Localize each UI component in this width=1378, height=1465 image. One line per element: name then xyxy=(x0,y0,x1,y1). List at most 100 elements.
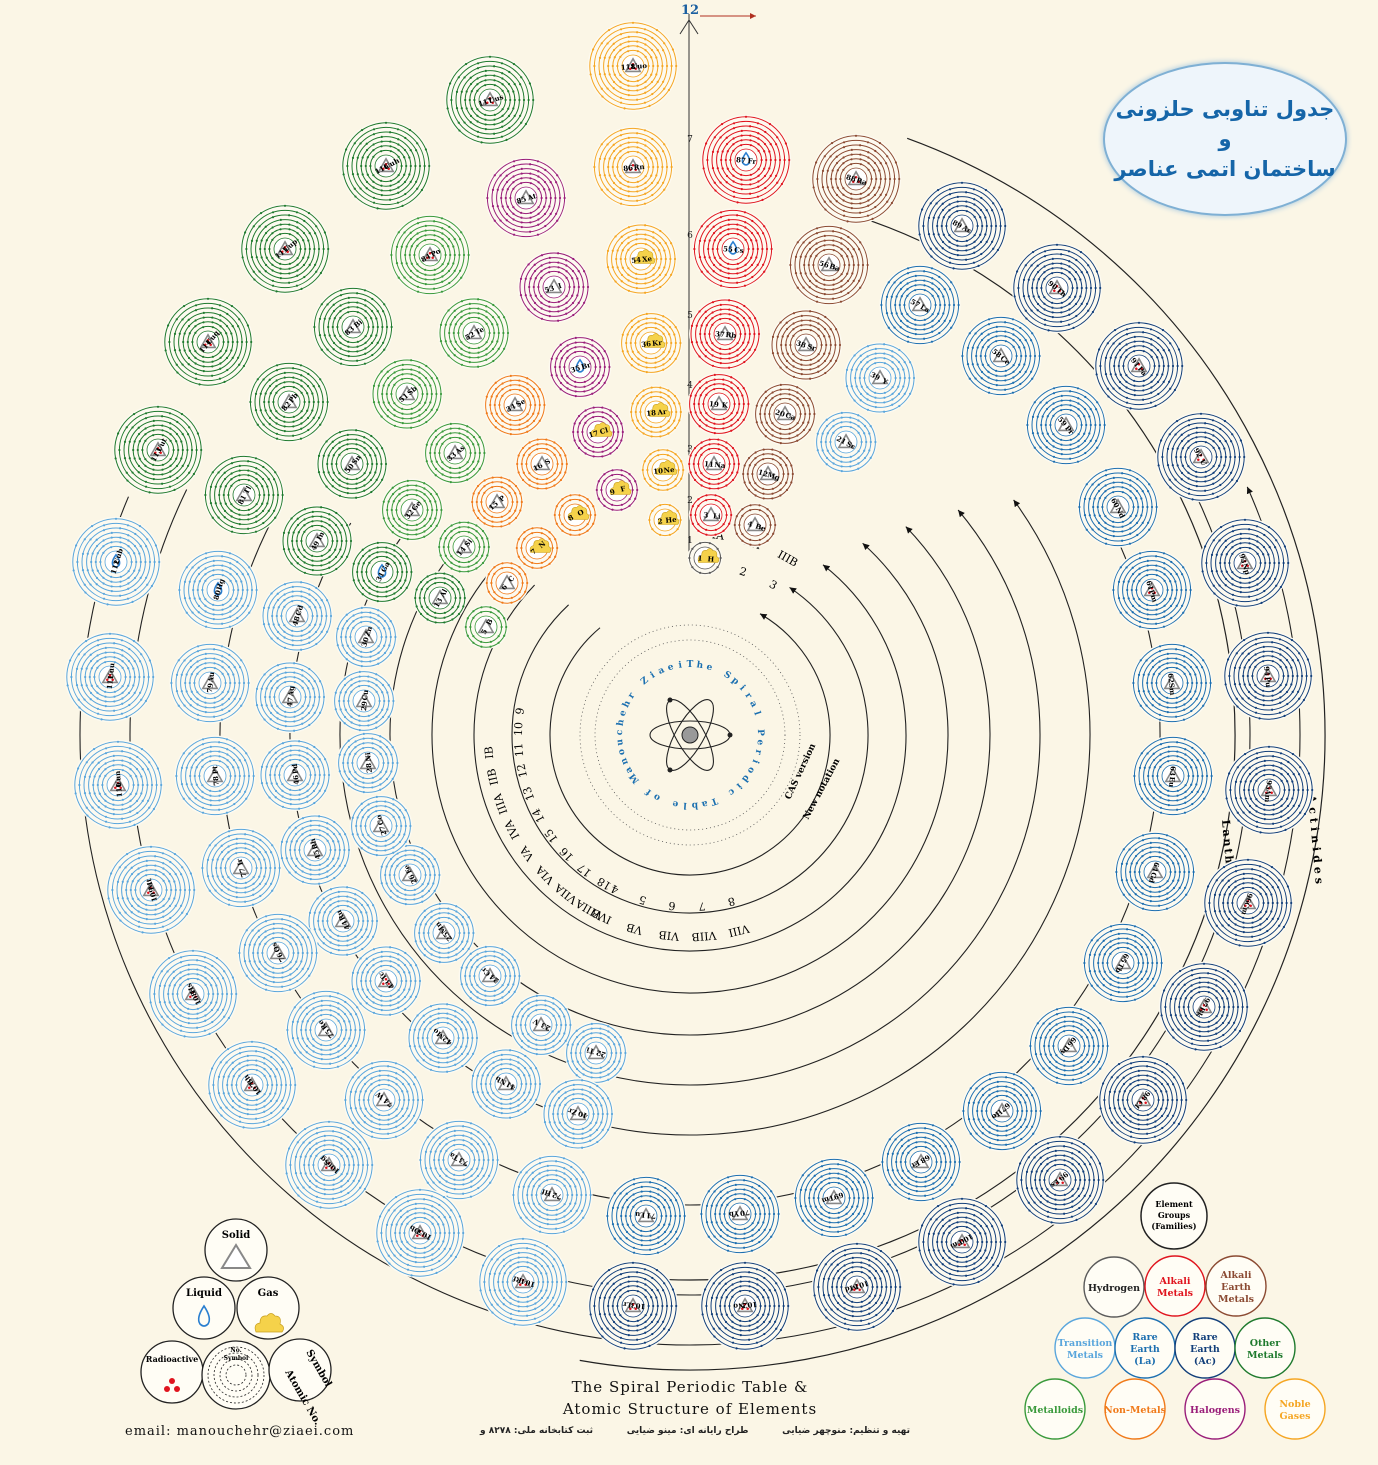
electron xyxy=(381,955,383,957)
electron xyxy=(794,1197,796,1199)
electron xyxy=(725,447,727,449)
electron xyxy=(301,600,303,602)
element-C[interactable]: 6C xyxy=(485,561,529,605)
electron xyxy=(1128,580,1130,582)
electron xyxy=(888,327,890,329)
element-N[interactable]: 7N xyxy=(515,526,559,570)
element-B[interactable]: 5B xyxy=(464,605,508,649)
electron xyxy=(517,1067,519,1069)
element-Y[interactable]: 39Y xyxy=(844,342,916,414)
electron xyxy=(556,1024,558,1026)
electron xyxy=(401,378,403,380)
electron xyxy=(984,355,986,357)
element-V[interactable]: 23V xyxy=(510,994,573,1057)
element-P[interactable]: 15P xyxy=(470,475,524,529)
electron xyxy=(633,1183,635,1185)
electron xyxy=(719,264,721,266)
element-S[interactable]: 16S xyxy=(515,437,569,491)
electron xyxy=(659,274,661,276)
electron xyxy=(367,841,369,843)
electron xyxy=(714,378,716,380)
electron xyxy=(650,391,652,393)
electron xyxy=(496,340,498,342)
electron xyxy=(675,1231,677,1233)
electron xyxy=(570,1052,572,1054)
electron xyxy=(320,520,322,522)
element-symbol: He xyxy=(665,515,678,525)
electron xyxy=(867,355,869,357)
electron xyxy=(491,412,493,414)
electron xyxy=(624,258,626,260)
electron xyxy=(289,849,291,851)
electron xyxy=(931,267,933,269)
electron xyxy=(488,546,490,548)
electron xyxy=(589,1134,591,1136)
electron xyxy=(372,996,374,998)
